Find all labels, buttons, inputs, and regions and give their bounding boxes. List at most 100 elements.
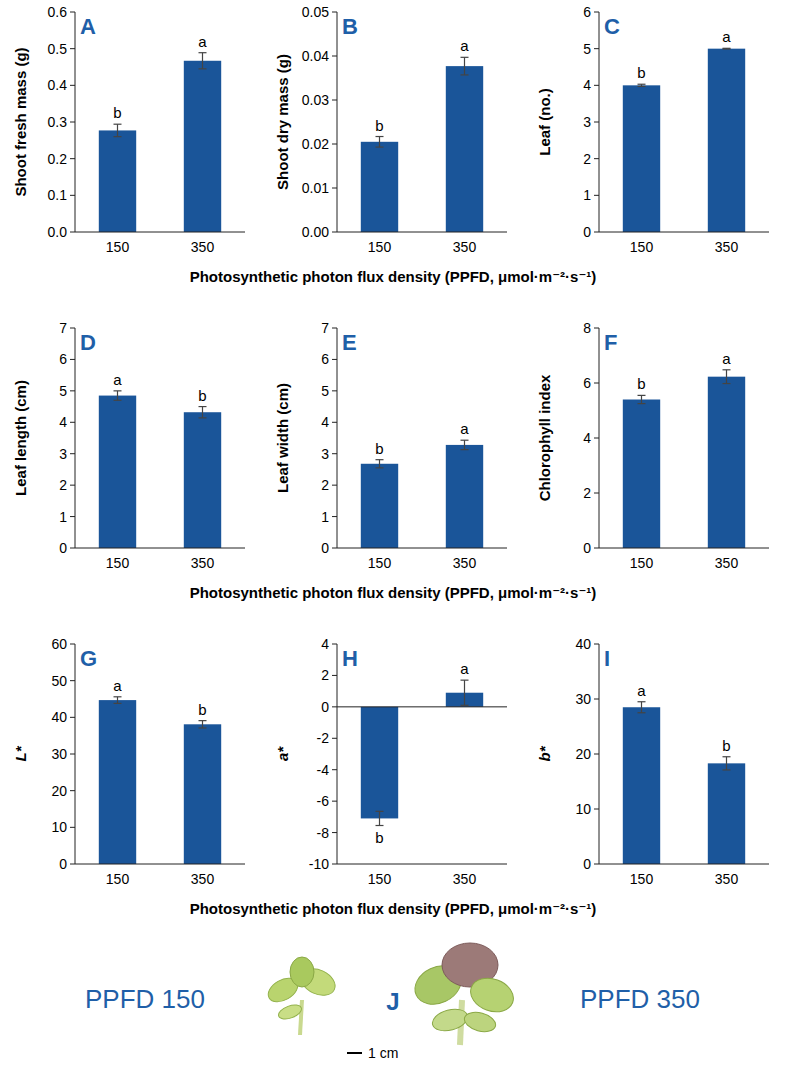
bar	[361, 142, 398, 232]
error-line	[379, 811, 380, 825]
y-tick-label: 5	[321, 383, 329, 399]
x-axis	[337, 864, 507, 865]
error-line	[379, 137, 380, 148]
scale-bar	[347, 1052, 362, 1054]
y-tick-label: 7	[321, 320, 329, 336]
error-line	[641, 395, 642, 403]
error-cap	[199, 68, 207, 69]
y-tick-label: 0	[583, 856, 591, 872]
y-tick-label: 2	[321, 667, 329, 683]
error-line	[641, 702, 642, 713]
y-tick-label: 30	[575, 691, 591, 707]
y-tick-label: 4	[321, 636, 329, 652]
error-cap	[114, 696, 122, 697]
error-cap	[638, 86, 646, 87]
y-tick	[594, 383, 599, 384]
significance-letter: b	[722, 737, 730, 754]
y-tick-label: 6	[583, 4, 591, 20]
y-tick-label: 60	[51, 636, 67, 652]
significance-letter: a	[722, 350, 731, 367]
y-tick	[332, 864, 337, 865]
photo-caption: PPFD 150	[85, 984, 205, 1014]
error-line	[464, 57, 465, 75]
x-axis	[75, 232, 245, 233]
y-axis-title: Leaf (no.)	[536, 88, 553, 156]
y-tick-label: -4	[317, 762, 330, 778]
y-axis-title: Chlorophyll index	[536, 374, 553, 501]
y-tick	[594, 122, 599, 123]
panel-letter: E	[342, 330, 357, 355]
significance-letter: a	[113, 677, 122, 694]
y-tick-label: 0	[59, 856, 67, 872]
error-cap	[376, 467, 384, 468]
error-bar	[723, 370, 731, 384]
y-axis-title: Shoot dry mass (g)	[274, 54, 291, 190]
significance-letter: a	[460, 420, 469, 437]
error-bar	[199, 721, 207, 728]
bar	[623, 400, 660, 549]
y-axis	[337, 328, 338, 548]
y-tick	[332, 801, 337, 802]
error-cap	[638, 701, 646, 702]
error-cap	[638, 403, 646, 404]
y-tick-label: 0.03	[302, 92, 329, 108]
x-tick-label: 150	[368, 239, 392, 255]
x-tick-label: 350	[191, 239, 215, 255]
y-tick-label: 0.2	[48, 151, 68, 167]
leaf	[462, 1009, 498, 1035]
y-tick	[594, 864, 599, 865]
x-tick-label: 350	[453, 239, 477, 255]
panel-letter: H	[342, 646, 358, 671]
stem	[300, 1000, 302, 1035]
significance-letter: a	[637, 682, 646, 699]
x-tick-label: 350	[453, 555, 477, 571]
y-tick	[70, 158, 75, 159]
bar	[623, 85, 660, 232]
photo-panel: PPFD 150PPFD 350J1 cm	[85, 943, 700, 1061]
marks	[623, 370, 745, 548]
y-tick-label: 6	[583, 375, 591, 391]
significance-letter: b	[375, 829, 383, 846]
error-bar	[376, 811, 384, 825]
y-tick-label: 1	[321, 509, 329, 525]
marks	[99, 53, 221, 232]
marks	[99, 391, 221, 548]
error-cap	[723, 756, 731, 757]
bar	[708, 377, 745, 548]
y-tick-label: 10	[575, 801, 591, 817]
y-tick-label: 0	[59, 540, 67, 556]
bar	[99, 396, 136, 548]
y-tick-label: -6	[317, 793, 330, 809]
y-tick-label: 0	[583, 540, 591, 556]
y-tick	[332, 359, 337, 360]
panel-letter: I	[604, 646, 610, 671]
y-tick	[70, 390, 75, 391]
y-tick	[332, 328, 337, 329]
error-bar	[723, 48, 731, 50]
error-line	[464, 680, 465, 705]
error-line	[202, 721, 203, 728]
y-tick	[332, 706, 337, 707]
y-tick	[70, 548, 75, 549]
y-tick-label: 2	[59, 477, 67, 493]
lettuce-small	[264, 957, 339, 1035]
x-tick-label: 150	[368, 555, 392, 571]
y-tick-label: 5	[59, 383, 67, 399]
y-tick	[332, 516, 337, 517]
panel-letter: A	[80, 14, 96, 39]
bar	[99, 700, 136, 864]
panel: 0123456b150a350Leaf (no.)C	[536, 4, 769, 255]
y-tick-label: 4	[321, 414, 329, 430]
y-axis	[75, 12, 76, 232]
y-tick	[70, 516, 75, 517]
y-tick-label: 4	[59, 414, 67, 430]
significance-letter: a	[460, 37, 469, 54]
y-tick-label: 2	[583, 485, 591, 501]
y-tick	[70, 717, 75, 718]
y-tick-label: 3	[59, 446, 67, 462]
y-tick-label: 0.02	[302, 136, 329, 152]
x-axis	[75, 864, 245, 865]
y-tick	[70, 48, 75, 49]
y-axis-title: a*	[274, 746, 291, 761]
y-tick-label: 0.4	[48, 77, 68, 93]
